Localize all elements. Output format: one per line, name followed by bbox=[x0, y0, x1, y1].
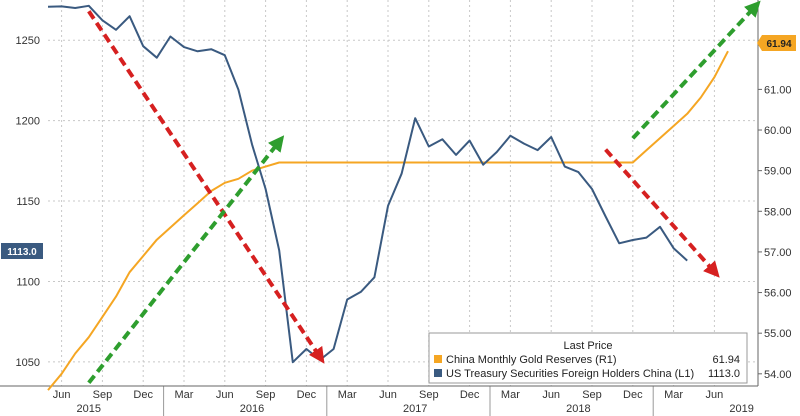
x-tick-label: Sep bbox=[582, 389, 602, 401]
y-right-tick-label: 56.00 bbox=[764, 288, 792, 300]
y-right-tick-label: 57.00 bbox=[764, 247, 792, 259]
legend-label-gold: China Monthly Gold Reserves (R1) bbox=[446, 354, 617, 366]
x-year-label: 2018 bbox=[566, 403, 590, 415]
x-tick-label: Jun bbox=[706, 389, 724, 401]
right-last-value-label: 61.94 bbox=[766, 39, 791, 50]
x-tick-label: Jun bbox=[379, 389, 397, 401]
x-tick-label: Dec bbox=[297, 389, 317, 401]
grid bbox=[48, 0, 758, 386]
x-tick-label: Jun bbox=[216, 389, 234, 401]
legend-value-gold: 61.94 bbox=[712, 354, 740, 366]
legend-title: Last Price bbox=[564, 340, 613, 352]
x-tick-label: Jun bbox=[53, 389, 71, 401]
x-tick-label: Mar bbox=[338, 389, 357, 401]
green-trend-arrow bbox=[87, 135, 285, 385]
legend-value-treasury: 1113.0 bbox=[708, 368, 740, 380]
y-left-tick-label: 1100 bbox=[16, 276, 40, 288]
y-right-tick-label: 54.00 bbox=[764, 369, 792, 381]
x-tick-label: Dec bbox=[623, 389, 643, 401]
x-year-label: 2016 bbox=[240, 403, 264, 415]
x-year-label: 2015 bbox=[77, 403, 101, 415]
x-tick-label: Jun bbox=[542, 389, 560, 401]
y-left-tick-label: 1250 bbox=[16, 35, 40, 47]
x-year-label: 2017 bbox=[403, 403, 427, 415]
x-tick-label: Sep bbox=[93, 389, 113, 401]
x-tick-label: Mar bbox=[175, 389, 194, 401]
y-right-tick-label: 55.00 bbox=[764, 328, 792, 340]
x-year-label: 2019 bbox=[729, 403, 753, 415]
x-tick-label: Dec bbox=[133, 389, 153, 401]
y-right-tick-label: 60.00 bbox=[764, 125, 792, 137]
treasury-holdings-line bbox=[47, 4, 688, 364]
y-left-tick-label: 1150 bbox=[16, 196, 40, 208]
x-tick-label: Sep bbox=[256, 389, 276, 401]
y-left-tick-label: 1200 bbox=[16, 116, 40, 128]
annotation-arrows bbox=[87, 0, 761, 385]
x-tick-label: Mar bbox=[501, 389, 520, 401]
legend: Last Price China Monthly Gold Reserves (… bbox=[428, 332, 748, 384]
y-left-tick-label: 1050 bbox=[16, 357, 40, 369]
x-tick-label: Mar bbox=[664, 389, 683, 401]
right-last-value-flag bbox=[757, 35, 796, 51]
y-right-tick-label: 59.00 bbox=[764, 166, 792, 178]
legend-box bbox=[428, 332, 748, 384]
legend-label-treasury: US Treasury Securities Foreign Holders C… bbox=[446, 368, 694, 380]
left-last-value-flag bbox=[1, 243, 43, 259]
left-last-value-label: 1113.0 bbox=[7, 247, 37, 258]
last-value-flags: 1113.0 61.94 bbox=[1, 35, 796, 259]
y-right-tick-label: 61.00 bbox=[764, 84, 792, 96]
legend-swatch-gold bbox=[434, 355, 442, 363]
green-trend-arrow bbox=[631, 0, 761, 140]
legend-swatch-treasury bbox=[434, 369, 442, 377]
y-right-tick-label: 58.00 bbox=[764, 206, 792, 218]
x-tick-label: Sep bbox=[419, 389, 439, 401]
x-tick-label: Dec bbox=[460, 389, 480, 401]
